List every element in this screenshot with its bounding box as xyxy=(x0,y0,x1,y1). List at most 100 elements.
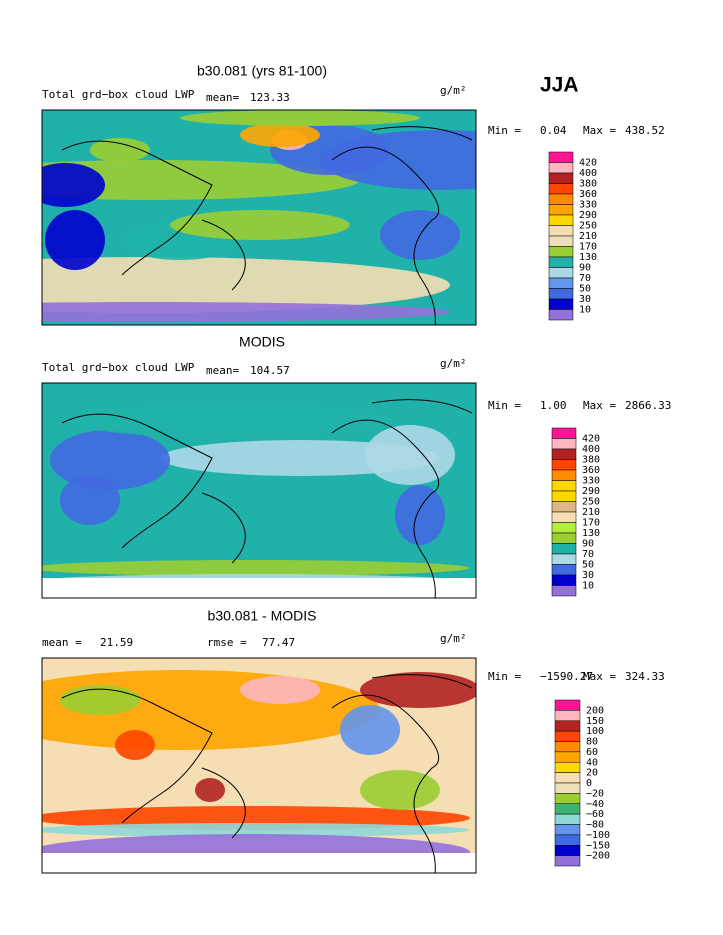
max-value: 2866.33 xyxy=(625,399,671,412)
colorbar-box xyxy=(548,246,574,258)
colorbar-box xyxy=(548,193,574,205)
map-region xyxy=(60,475,120,525)
map-frame xyxy=(41,657,477,874)
map xyxy=(41,109,477,326)
mean-value: 21.59 xyxy=(100,636,133,649)
colorbar-label: 50 xyxy=(582,560,594,571)
min-value: 0.04 xyxy=(540,124,567,137)
colorbar-label: 150 xyxy=(586,716,604,727)
map-field xyxy=(42,383,476,598)
colorbar-box xyxy=(551,543,577,555)
colorbar-box xyxy=(554,720,581,732)
colorbar-label: 360 xyxy=(579,189,597,200)
colorbar-label: 210 xyxy=(579,231,597,242)
rmse-label: rmse = xyxy=(207,636,247,649)
colorbar-box xyxy=(548,204,574,216)
colorbar-label: 400 xyxy=(582,444,600,455)
colorbar-box xyxy=(554,699,581,711)
colorbar-box xyxy=(554,710,581,721)
colorbar-box xyxy=(551,522,577,534)
colorbar-label: 130 xyxy=(582,528,600,539)
map-frame xyxy=(41,382,477,599)
map-region xyxy=(115,730,155,760)
map-region xyxy=(340,705,400,755)
mean-label: mean= xyxy=(206,364,239,377)
colorbar-label: 330 xyxy=(579,200,597,211)
colorbar-box xyxy=(554,834,581,846)
colorbar-box xyxy=(548,309,574,321)
panel-title: b30.081 - MODIS xyxy=(208,608,317,624)
colorbar-box xyxy=(548,172,574,184)
colorbar-box xyxy=(551,553,577,565)
colorbar-box xyxy=(548,288,574,300)
min-value: −1590.27 xyxy=(540,670,593,683)
units: g/m² xyxy=(440,357,467,370)
map-region xyxy=(360,672,476,708)
variable-label: Total grd−box cloud LWP xyxy=(42,88,195,101)
max-label: Max = xyxy=(583,670,616,683)
missing-data xyxy=(42,853,476,873)
colorbar-label: 10 xyxy=(579,305,591,316)
colorbar-label: −200 xyxy=(586,851,610,862)
colorbar-box xyxy=(548,151,574,163)
colorbar-box xyxy=(548,256,574,268)
colorbar-label: 170 xyxy=(582,518,600,529)
colorbar-box xyxy=(548,277,574,289)
mean-label: mean= xyxy=(206,91,239,104)
colorbar-label: 420 xyxy=(579,158,597,169)
colorbar-label: 200 xyxy=(586,705,604,716)
map-region xyxy=(365,425,455,485)
colorbar-box xyxy=(554,803,581,815)
colorbar-box xyxy=(554,762,581,773)
colorbar-box xyxy=(554,751,581,763)
map-region xyxy=(42,163,105,207)
colorbar-box xyxy=(554,730,581,742)
map-region xyxy=(42,302,450,322)
colorbar-box xyxy=(551,459,577,471)
colorbar-label: 70 xyxy=(579,273,591,284)
map-region xyxy=(90,138,150,162)
max-label: Max = xyxy=(583,124,616,137)
map-frame xyxy=(41,109,477,326)
colorbar-box xyxy=(551,564,577,576)
colorbar-box xyxy=(551,501,577,513)
missing-data xyxy=(42,578,476,598)
colorbar-label: 210 xyxy=(582,507,600,518)
colorbar-box xyxy=(554,793,581,804)
colorbar-label: 10 xyxy=(582,581,594,592)
colorbar-box xyxy=(551,427,577,439)
map-region xyxy=(42,823,470,837)
colorbar-label: 0 xyxy=(586,778,592,789)
colorbar-box xyxy=(554,782,581,794)
map-region xyxy=(240,676,320,704)
map-region xyxy=(42,560,470,576)
mean-value: 104.57 xyxy=(250,364,290,377)
colorbar-box xyxy=(551,480,577,492)
min-value: 1.00 xyxy=(540,399,567,412)
map xyxy=(41,657,477,874)
map-region xyxy=(180,110,420,126)
rmse-value: 77.47 xyxy=(262,636,295,649)
mean-label: mean = xyxy=(42,636,82,649)
colorbar-box xyxy=(554,855,581,867)
max-label: Max = xyxy=(583,399,616,412)
colorbar-label: 50 xyxy=(579,284,591,295)
map-region xyxy=(395,485,445,545)
min-label: Min = xyxy=(488,399,521,412)
colorbar-label: 40 xyxy=(586,757,598,768)
colorbar-label: 400 xyxy=(579,168,597,179)
mean-value: 123.33 xyxy=(250,91,290,104)
colorbar-label: 90 xyxy=(582,539,594,550)
variable-label: Total grd−box cloud LWP xyxy=(42,361,195,374)
units: g/m² xyxy=(440,632,467,645)
colorbar-label: 30 xyxy=(579,294,591,305)
colorbar-label: −150 xyxy=(586,840,610,851)
colorbar-box xyxy=(554,824,581,836)
min-label: Min = xyxy=(488,670,521,683)
colorbar-label: 250 xyxy=(582,497,600,508)
colorbar-label: 380 xyxy=(579,179,597,190)
colorbar-label: −40 xyxy=(586,799,604,810)
map-region xyxy=(170,210,350,240)
colorbar-label: 20 xyxy=(586,768,598,779)
